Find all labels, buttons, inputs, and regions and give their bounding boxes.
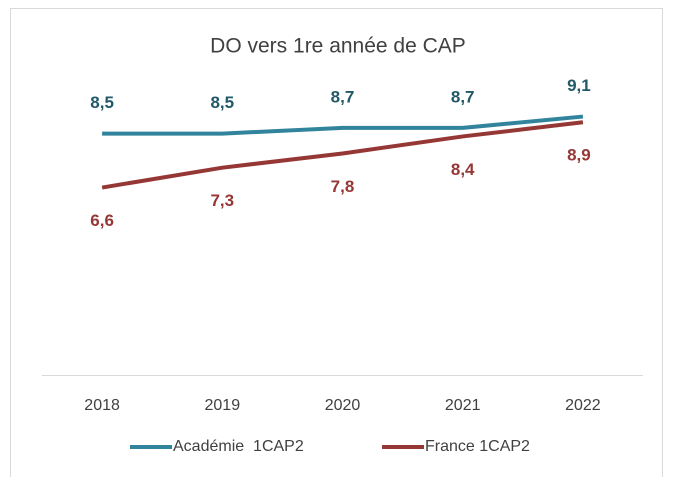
data-label: 8,7 <box>331 87 355 106</box>
series-line <box>101 120 584 190</box>
x-tick-label: 2019 <box>205 397 241 414</box>
x-tick-label: 2022 <box>565 397 601 414</box>
chart-frame <box>10 8 663 477</box>
data-label: 9,1 <box>567 76 591 95</box>
data-label: 8,4 <box>451 160 475 179</box>
data-label: 6,6 <box>90 211 114 230</box>
series-line <box>102 114 584 136</box>
x-tick-label: 2018 <box>84 397 120 414</box>
legend-label: France 1CAP2 <box>425 438 530 455</box>
x-tick-label: 2021 <box>445 397 481 414</box>
data-label: 8,9 <box>567 146 591 165</box>
data-label: 8,5 <box>90 93 114 112</box>
chart-title: DO vers 1re année de CAP <box>210 35 466 58</box>
data-label: 7,8 <box>331 177 355 196</box>
x-tick-label: 2020 <box>325 397 361 414</box>
data-label: 8,7 <box>451 87 475 106</box>
data-label: 7,3 <box>210 191 234 210</box>
legend-label: Académie 1CAP2 <box>173 438 304 455</box>
data-label: 8,5 <box>210 93 234 112</box>
